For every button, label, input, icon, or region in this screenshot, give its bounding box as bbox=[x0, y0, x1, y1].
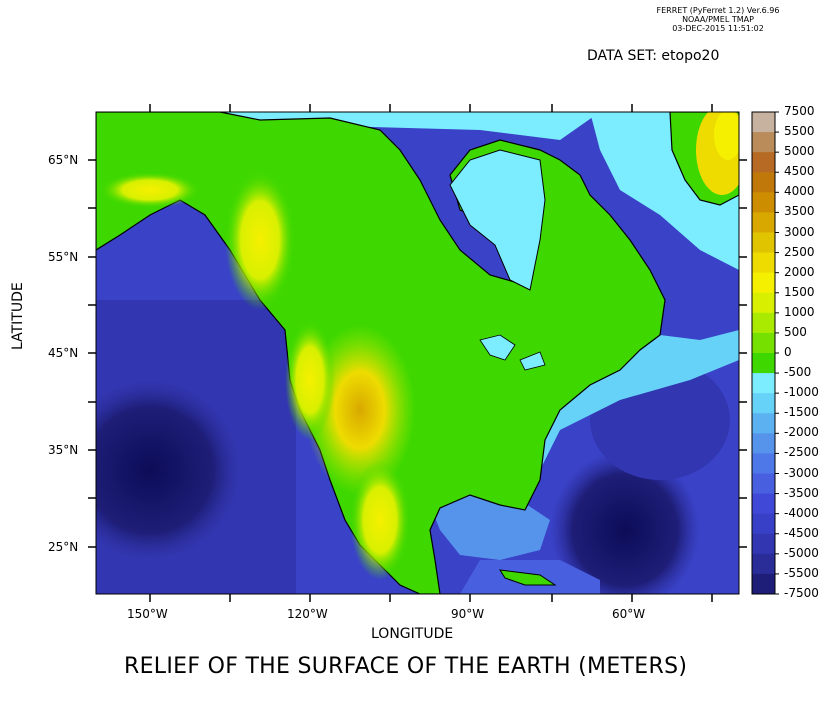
x-tick-label: 120°W bbox=[287, 607, 328, 621]
colorbar-swatch bbox=[752, 192, 775, 213]
atlantic-abyss bbox=[550, 450, 700, 594]
header-program: FERRET (PyFerret 1.2) Ver.6.96 bbox=[656, 6, 780, 15]
x-tick-label: 60°W bbox=[612, 607, 646, 621]
colorbar-swatch bbox=[752, 272, 775, 294]
alaska-range bbox=[100, 172, 200, 208]
colorbar-swatch bbox=[752, 292, 775, 314]
hudson-bay bbox=[449, 149, 546, 291]
colorbar-swatch bbox=[752, 433, 775, 454]
landmass-cuba bbox=[499, 569, 557, 586]
colorbar-swatch bbox=[752, 112, 775, 133]
colorbar-label: -5500 bbox=[784, 565, 819, 580]
great-lakes bbox=[479, 334, 546, 371]
dataset-label: DATA SET: etopo20 bbox=[587, 48, 720, 64]
y-ticks bbox=[88, 159, 747, 548]
y-tick-label: 55°N bbox=[48, 250, 79, 264]
colorbar-label: 3000 bbox=[784, 224, 815, 239]
colorbar-swatch bbox=[752, 353, 775, 374]
colorbar-swatch bbox=[752, 212, 775, 233]
x-ticks bbox=[149, 104, 713, 602]
colorbar-swatch bbox=[752, 553, 775, 575]
map-field bbox=[96, 112, 739, 594]
chart-title: RELIEF OF THE SURFACE OF THE EARTH (METE… bbox=[124, 654, 688, 679]
x-axis-title: LONGITUDE bbox=[371, 626, 454, 642]
colorbar-swatch bbox=[752, 493, 775, 515]
colorbar-label: 5500 bbox=[784, 124, 815, 139]
colorbar-swatch bbox=[752, 132, 775, 153]
colorbar-swatch bbox=[752, 312, 775, 334]
colorbar-swatch bbox=[752, 413, 775, 434]
colorbar-swatch bbox=[752, 373, 775, 394]
colorbar-swatch bbox=[752, 393, 775, 414]
colorbar-swatch bbox=[752, 152, 775, 173]
colorbar-label: 2500 bbox=[784, 244, 815, 259]
y-tick-label: 25°N bbox=[48, 540, 79, 554]
colorbar-swatch bbox=[752, 252, 775, 274]
colorbar-label: 4500 bbox=[784, 164, 815, 179]
colorbar-swatch bbox=[752, 533, 775, 555]
mexican-plateau bbox=[350, 460, 410, 580]
colorbar-swatch bbox=[752, 513, 775, 535]
y-tick-label: 45°N bbox=[48, 346, 79, 360]
colorbar-label: -7500 bbox=[784, 586, 819, 600]
colorbar-label: -3500 bbox=[784, 485, 819, 500]
y-axis-title: LATITUDE bbox=[10, 282, 26, 350]
colorbar-label: 2000 bbox=[784, 264, 815, 279]
colorbar-label: 7500 bbox=[784, 104, 815, 118]
colorbar-label: 5000 bbox=[784, 144, 815, 159]
colorbar-swatch bbox=[752, 232, 775, 254]
colorbar-label: -3000 bbox=[784, 465, 819, 480]
colorbar-swatch bbox=[752, 473, 775, 495]
colorbar-label: 4000 bbox=[784, 184, 815, 199]
pacific-abyss bbox=[96, 380, 240, 560]
x-tick-label: 90°W bbox=[451, 607, 485, 621]
colorbar-label: -1500 bbox=[784, 405, 819, 420]
colorbar-swatch bbox=[752, 332, 775, 354]
y-tick-label: 65°N bbox=[48, 153, 79, 167]
y-tick-label: 35°N bbox=[48, 443, 79, 457]
colorbar-swatch bbox=[752, 453, 775, 474]
colorbar-label: -1000 bbox=[784, 385, 819, 400]
colorbar-label: 1500 bbox=[784, 284, 815, 299]
colorbar-label: -2500 bbox=[784, 445, 819, 460]
colorbar-label: 500 bbox=[784, 324, 807, 339]
colorbar-label: -4500 bbox=[784, 525, 819, 540]
colorbar-label: 1000 bbox=[784, 304, 815, 319]
header-org: NOAA/PMEL TMAP bbox=[682, 15, 754, 24]
canadian-rockies bbox=[225, 170, 295, 310]
colorbar-swatch bbox=[752, 172, 775, 193]
colorbar-label: -5000 bbox=[784, 545, 819, 560]
colorbar-swatch bbox=[752, 573, 775, 595]
colorbar-label: -2000 bbox=[784, 425, 819, 440]
colorbar-label: -500 bbox=[784, 365, 812, 380]
sierra-range bbox=[285, 320, 335, 440]
header-date: 03-DEC-2015 11:51:02 bbox=[672, 24, 764, 33]
greenland-summit bbox=[714, 112, 739, 160]
colorbar-label: 0 bbox=[784, 345, 792, 359]
x-tick-label: 150°W bbox=[127, 607, 168, 621]
colorbar-label: 3500 bbox=[784, 204, 815, 219]
colorbar-label: -4000 bbox=[784, 505, 819, 520]
colorbar bbox=[751, 111, 779, 595]
